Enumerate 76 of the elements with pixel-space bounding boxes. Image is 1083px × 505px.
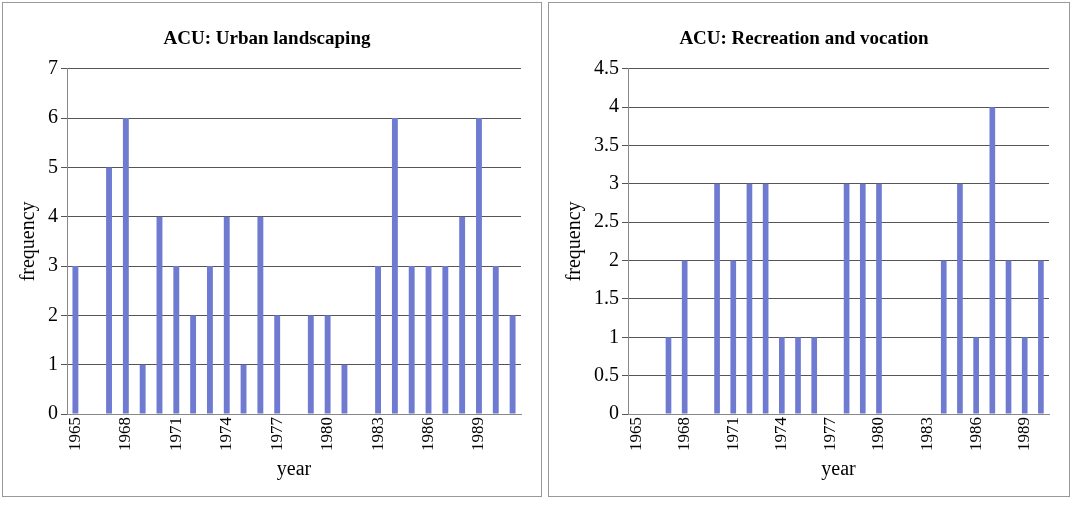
bar xyxy=(257,216,264,414)
bar xyxy=(681,260,688,414)
x-tick-label: 1980 xyxy=(317,417,337,451)
x-tick-label: 1971 xyxy=(165,417,185,451)
x-tick-label: 1980 xyxy=(868,417,888,451)
chart-title: ACU: Recreation and vocation xyxy=(679,27,930,49)
y-axis-title: frequency xyxy=(16,201,40,282)
bar xyxy=(408,266,415,414)
x-tick-label: 1974 xyxy=(771,416,791,451)
y-tick-label: 2 xyxy=(609,247,619,270)
y-tick-label: 7 xyxy=(48,56,58,79)
x-tick-label: 1989 xyxy=(1014,417,1034,451)
x-tick-label: 1977 xyxy=(819,416,839,451)
bar xyxy=(122,118,129,414)
x-tick-label: 1983 xyxy=(917,417,937,451)
y-tick-label: 2 xyxy=(48,302,58,325)
bar xyxy=(459,216,466,414)
bar xyxy=(1038,260,1044,414)
bar xyxy=(223,216,230,414)
x-axis-title: year xyxy=(821,457,857,481)
bar xyxy=(811,337,818,414)
x-axis-title: year xyxy=(276,457,312,481)
bar xyxy=(957,183,963,414)
x-tick-label: 1968 xyxy=(674,417,694,451)
y-tick-label: 1 xyxy=(609,324,619,347)
bar xyxy=(442,266,449,414)
bar xyxy=(940,260,947,414)
x-tick-label: 1986 xyxy=(965,417,985,451)
bar xyxy=(795,337,801,414)
y-tick-label: 2.5 xyxy=(594,209,619,232)
bar xyxy=(72,266,79,414)
y-tick-label: 6 xyxy=(48,105,58,128)
bar xyxy=(173,266,180,414)
y-tick-label: 1 xyxy=(48,351,58,374)
y-tick-label: 0 xyxy=(48,401,58,424)
y-tick-label: 4 xyxy=(609,94,619,117)
bar xyxy=(730,260,737,414)
bar xyxy=(139,364,146,414)
x-tick-label: 1977 xyxy=(266,416,286,451)
bar xyxy=(106,167,112,414)
y-tick-label: 4 xyxy=(48,203,58,226)
y-axis-title: frequency xyxy=(562,201,586,282)
bar xyxy=(714,183,720,414)
y-tick-label: 1.5 xyxy=(594,286,619,309)
chart-title: ACU: Urban landscaping xyxy=(163,27,371,49)
y-tick-label: 0.5 xyxy=(594,362,619,385)
bar xyxy=(307,315,314,414)
x-tick-label: 1974 xyxy=(216,416,236,451)
x-tick-label: 1965 xyxy=(64,417,84,451)
x-tick-label: 1968 xyxy=(115,417,135,451)
y-tick-label: 3 xyxy=(48,253,58,276)
bar xyxy=(989,107,996,414)
x-tick-label: 1971 xyxy=(722,417,742,451)
x-tick-label: 1965 xyxy=(625,417,645,451)
y-tick-label: 5 xyxy=(48,154,58,177)
bar xyxy=(973,337,979,414)
bar xyxy=(391,118,398,414)
bar xyxy=(859,183,866,414)
x-tick-label: 1989 xyxy=(468,417,488,451)
y-tick-label: 3.5 xyxy=(594,132,619,155)
y-tick-label: 0 xyxy=(609,401,619,424)
bar xyxy=(492,266,499,414)
x-tick-label: 1983 xyxy=(367,417,387,451)
bar xyxy=(375,266,382,414)
x-tick-label: 1986 xyxy=(417,417,437,451)
bar xyxy=(324,315,331,414)
bar xyxy=(190,315,197,414)
bar xyxy=(1021,337,1028,414)
bar xyxy=(509,315,516,414)
bar xyxy=(476,118,482,414)
bar xyxy=(876,183,882,414)
y-tick-label: 4.5 xyxy=(594,56,619,79)
bar xyxy=(206,266,213,414)
y-tick-label: 3 xyxy=(609,171,619,194)
bar xyxy=(778,337,785,414)
bar xyxy=(274,315,281,414)
